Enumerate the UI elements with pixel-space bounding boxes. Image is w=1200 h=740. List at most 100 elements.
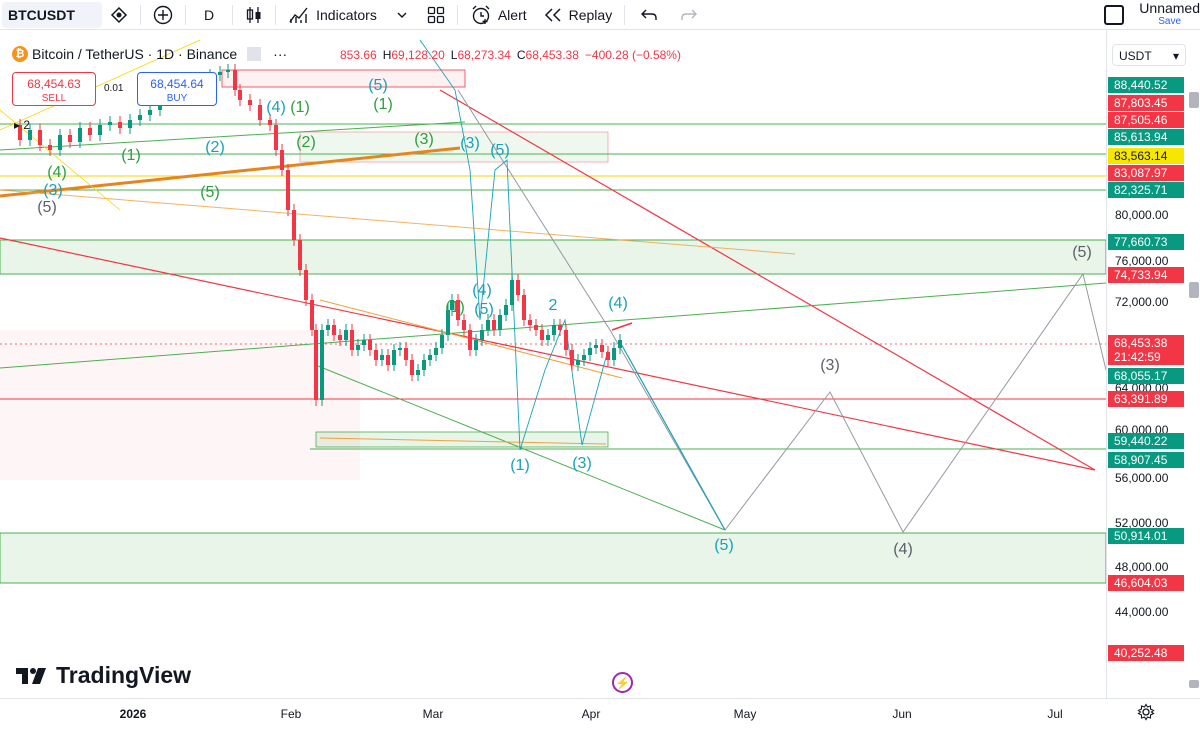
wave-label: (1)	[445, 299, 465, 316]
time-axis[interactable]: 2026 Feb Mar Apr May Jun Jul	[0, 698, 1200, 740]
candle-body	[138, 115, 142, 120]
time-tick: Feb	[280, 707, 302, 721]
redo-button[interactable]	[669, 0, 709, 30]
candle-body	[218, 72, 222, 75]
candle-body	[258, 105, 262, 120]
symbol-legend[interactable]: ₿ Bitcoin / TetherUS · 1D · Binance ···	[12, 46, 287, 62]
wave-label: (1)	[121, 147, 141, 164]
candle-body	[58, 135, 62, 150]
chevron-down-icon	[397, 12, 407, 18]
candles-icon	[246, 6, 261, 23]
candle-body	[522, 295, 526, 320]
candle-body	[292, 210, 296, 240]
candle-body	[546, 335, 550, 340]
close-key: C	[516, 48, 526, 62]
candle-body	[570, 350, 574, 365]
candle-body	[410, 360, 414, 375]
interval-label: D	[204, 6, 215, 23]
supply-zone	[0, 239, 1106, 275]
low-key: L	[450, 48, 458, 62]
buy-label: BUY	[166, 93, 188, 104]
candle-body	[498, 315, 502, 330]
price-scrollbar[interactable]	[1188, 90, 1200, 690]
candle-body	[504, 305, 508, 315]
candle-body	[226, 70, 230, 72]
candle-body	[380, 355, 384, 360]
price-label: 59,440.22	[1108, 433, 1184, 449]
candle-body	[552, 325, 556, 335]
indicators-icon	[289, 7, 308, 23]
tradingview-logo[interactable]: TradingView	[16, 662, 191, 689]
price-scale[interactable]: USDT ▾ 80,000.0076,000.0072,000.0068,000…	[1106, 30, 1200, 698]
candle-body	[48, 145, 52, 150]
time-tick: Apr	[581, 707, 601, 721]
candle-body	[368, 340, 372, 350]
lightning-icon[interactable]: ⚡	[612, 672, 633, 693]
candle-body	[238, 90, 242, 100]
more-options-icon[interactable]: ···	[273, 46, 288, 62]
add-symbol-button[interactable]	[145, 0, 181, 30]
candle-body	[456, 300, 460, 320]
currency-selector[interactable]: USDT ▾	[1112, 44, 1186, 66]
symbol-search-button[interactable]: BTCUSDT	[2, 1, 102, 28]
layouts-button[interactable]	[419, 0, 453, 30]
candle-body	[450, 300, 454, 310]
wave-label: (2)	[205, 139, 225, 156]
candle-body	[480, 330, 484, 340]
alert-label: Alert	[497, 6, 527, 23]
price-tick: 56,000.00	[1115, 471, 1169, 485]
signal-mark	[611, 322, 633, 331]
price-chart[interactable]: (5)(3)(4)(1) (2)(5)(4) (1)(2)(5)(1)(3) (3)(…	[0, 30, 1106, 698]
candle-body	[68, 135, 72, 142]
high-key: H	[382, 48, 392, 62]
candle-body	[462, 320, 466, 330]
chart-type-button[interactable]	[237, 0, 271, 30]
replay-button[interactable]: Replay	[535, 0, 621, 30]
save-label: Save	[1158, 16, 1182, 27]
candle-body	[314, 330, 318, 400]
chart-pane[interactable]: (5) (3) (4) (1) (2) (5) (4) (1) (2) (5) (1) (3) (3)(…	[0, 30, 1106, 698]
indicators-dropdown-button[interactable]	[385, 0, 419, 30]
candle-body	[416, 370, 420, 375]
scroll-thumb[interactable]	[1189, 92, 1199, 108]
compare-symbol-button[interactable]	[102, 0, 136, 30]
candle-body	[38, 130, 42, 145]
candle-body	[350, 330, 354, 350]
settings-gear-icon[interactable]	[1137, 703, 1155, 721]
alarm-clock-icon	[472, 5, 490, 24]
candle-body	[128, 120, 132, 128]
logo-text: TradingView	[56, 662, 192, 688]
candle-body	[286, 170, 290, 210]
undo-button[interactable]	[629, 0, 669, 30]
wave-label: (5)	[37, 199, 57, 216]
candle-body	[618, 340, 622, 348]
sell-button[interactable]: 68,454.63 SELL	[12, 72, 96, 106]
candle-body	[362, 340, 366, 345]
price-label: 50,914.01	[1108, 528, 1184, 544]
quantity-field[interactable]: ▸ 2	[14, 118, 30, 132]
wave-label: (3)	[572, 455, 592, 472]
interval-button[interactable]: D	[190, 0, 228, 30]
candle-body	[516, 280, 520, 295]
price-label: 82,325.71	[1108, 182, 1184, 198]
layout-save-area: Unnamed Save	[1104, 0, 1200, 30]
indicators-button[interactable]: Indicators	[280, 0, 385, 30]
layout-name-button[interactable]: Unnamed Save	[1139, 0, 1200, 28]
buy-price: 68,454.64	[150, 77, 204, 91]
candle-body	[594, 345, 598, 348]
layout-name: Unnamed	[1139, 0, 1200, 16]
scroll-thumb[interactable]	[1189, 680, 1199, 688]
layout-square-icon[interactable]	[1104, 5, 1125, 25]
chevron-down-icon: ▾	[1172, 49, 1179, 63]
wave-label: (3)	[820, 357, 840, 374]
tv-logo-icon	[16, 667, 46, 684]
high-value: 69,128.20	[391, 48, 445, 62]
scroll-thumb[interactable]	[1189, 282, 1199, 298]
candle-body	[606, 352, 610, 360]
legend-square-icon	[247, 47, 262, 61]
quantity-value: 2	[23, 118, 31, 132]
buy-button[interactable]: 68,454.64 BUY	[137, 72, 217, 106]
toolbar-divider	[185, 4, 186, 25]
indicators-label: Indicators	[316, 6, 377, 23]
alert-button[interactable]: Alert	[462, 0, 535, 30]
